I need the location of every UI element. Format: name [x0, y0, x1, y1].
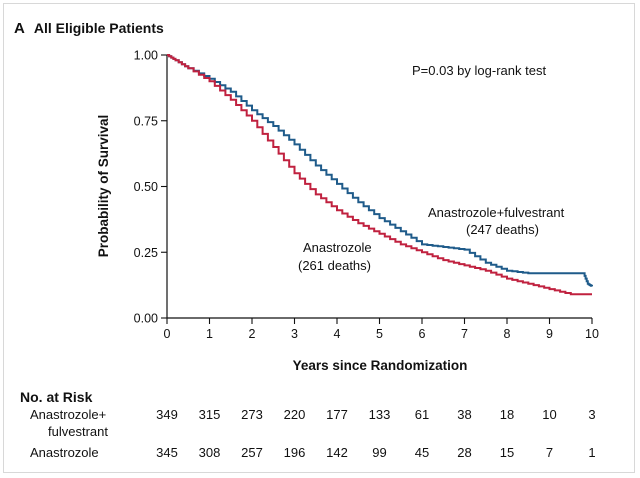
y-tick-label: 0.25 — [134, 246, 158, 260]
risk-count: 133 — [368, 407, 391, 422]
risk-row-label-cont: fulvestrant — [48, 424, 108, 439]
risk-count: 38 — [457, 407, 472, 422]
risk-count: 315 — [198, 407, 221, 422]
risk-count: 345 — [156, 445, 178, 460]
x-tick-label: 2 — [249, 327, 256, 341]
x-tick-label: 1 — [206, 327, 213, 341]
x-tick-label: 6 — [419, 327, 426, 341]
risk-count: 3 — [588, 407, 596, 422]
y-tick-label: 1.00 — [134, 49, 158, 63]
risk-count: 10 — [542, 407, 557, 422]
x-axis-title: Years since Randomization — [293, 358, 468, 373]
x-tick-label: 9 — [546, 327, 553, 341]
risk-count: 61 — [414, 407, 430, 422]
series-label-anastrozole-fulvestrant: Anastrozole+fulvestrant — [428, 205, 565, 220]
risk-count: 7 — [545, 445, 554, 460]
series-deaths-anastrozole: (261 deaths) — [298, 258, 371, 273]
x-tick-label: 4 — [334, 327, 341, 341]
risk-count: 273 — [241, 407, 263, 422]
x-tick-label: 3 — [291, 327, 298, 341]
risk-table-title: No. at Risk — [20, 389, 93, 405]
panel-letter: A — [14, 20, 25, 37]
series-line-anastrozole-fulvestrant — [167, 54, 593, 287]
risk-count: 15 — [499, 445, 515, 460]
panel-title: All Eligible Patients — [33, 20, 164, 36]
series-label-anastrozole: Anastrozole — [303, 240, 372, 255]
risk-count: 220 — [283, 407, 306, 422]
x-tick-label: 8 — [504, 327, 511, 341]
y-tick-label: 0.00 — [134, 312, 158, 326]
series-lines — [167, 54, 593, 296]
y-tick-label: 0.50 — [134, 180, 158, 194]
risk-count: 99 — [372, 445, 387, 460]
p-value-annotation: P=0.03 by log-rank test — [412, 63, 546, 78]
risk-count: 308 — [198, 445, 221, 460]
risk-count: 18 — [499, 407, 515, 422]
x-tick-label: 0 — [164, 327, 171, 341]
risk-count: 177 — [326, 407, 348, 422]
x-tick-label: 7 — [461, 327, 468, 341]
x-tick-label: 5 — [376, 327, 383, 341]
risk-count: 349 — [156, 407, 178, 422]
risk-count: 1 — [588, 445, 596, 460]
series-deaths-anastrozole-fulvestrant: (247 deaths) — [466, 222, 539, 237]
figure-frame — [3, 3, 635, 473]
axes: 0.00 0.25 0.50 0.75 1.00 0 1 2 3 4 5 6 7 8 9 10 — [134, 49, 599, 342]
risk-count: 196 — [283, 445, 306, 460]
y-tick-label: 0.75 — [134, 114, 158, 128]
risk-row-label: Anastrozole+ — [30, 407, 107, 422]
y-axis-title: Probability of Survival — [96, 115, 111, 258]
risk-count: 142 — [326, 445, 348, 460]
risk-count: 28 — [457, 445, 472, 460]
series-line-anastrozole — [167, 54, 592, 296]
risk-count: 257 — [241, 445, 263, 460]
panel-header: A All Eligible Patients — [14, 20, 164, 37]
risk-row-label: Anastrozole — [30, 445, 99, 460]
x-tick-label: 10 — [585, 327, 599, 341]
risk-count: 45 — [414, 445, 430, 460]
